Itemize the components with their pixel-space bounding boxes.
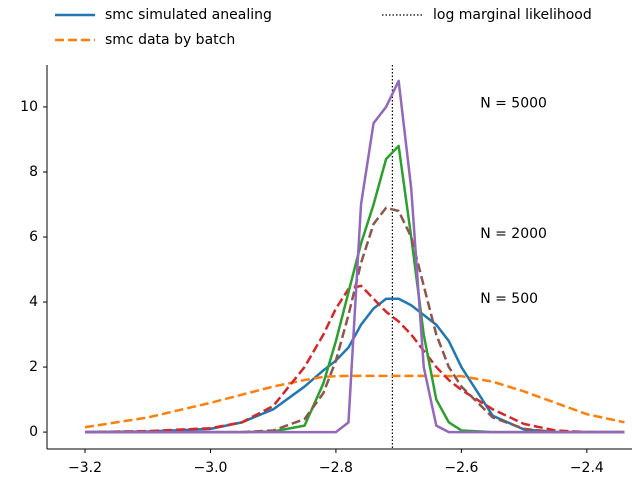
legend-label: smc simulated anealing bbox=[105, 7, 272, 23]
y-tick-label: 8 bbox=[29, 164, 38, 180]
series-line bbox=[85, 79, 625, 434]
annotation: N = 500 bbox=[480, 291, 538, 307]
y-tick-label: 2 bbox=[29, 359, 38, 375]
series-line bbox=[84, 284, 625, 434]
y-tick-label: 4 bbox=[29, 294, 38, 310]
legend-label: smc data by batch bbox=[105, 32, 235, 48]
legend-label: log marginal likelihood bbox=[433, 7, 592, 23]
annotation: N = 5000 bbox=[480, 96, 547, 112]
y-tick-label: 6 bbox=[29, 229, 38, 245]
series-line bbox=[85, 144, 625, 434]
y-tick-label: 10 bbox=[20, 99, 38, 115]
x-tick-label: −3.0 bbox=[193, 460, 227, 476]
x-tick-label: −2.4 bbox=[570, 460, 604, 476]
x-tick-label: −2.6 bbox=[444, 460, 478, 476]
y-tick-label: 0 bbox=[29, 424, 38, 440]
x-tick-label: −3.2 bbox=[68, 460, 102, 476]
x-tick-label: −2.8 bbox=[319, 460, 353, 476]
series-line bbox=[84, 374, 625, 429]
annotation: N = 2000 bbox=[480, 226, 547, 242]
